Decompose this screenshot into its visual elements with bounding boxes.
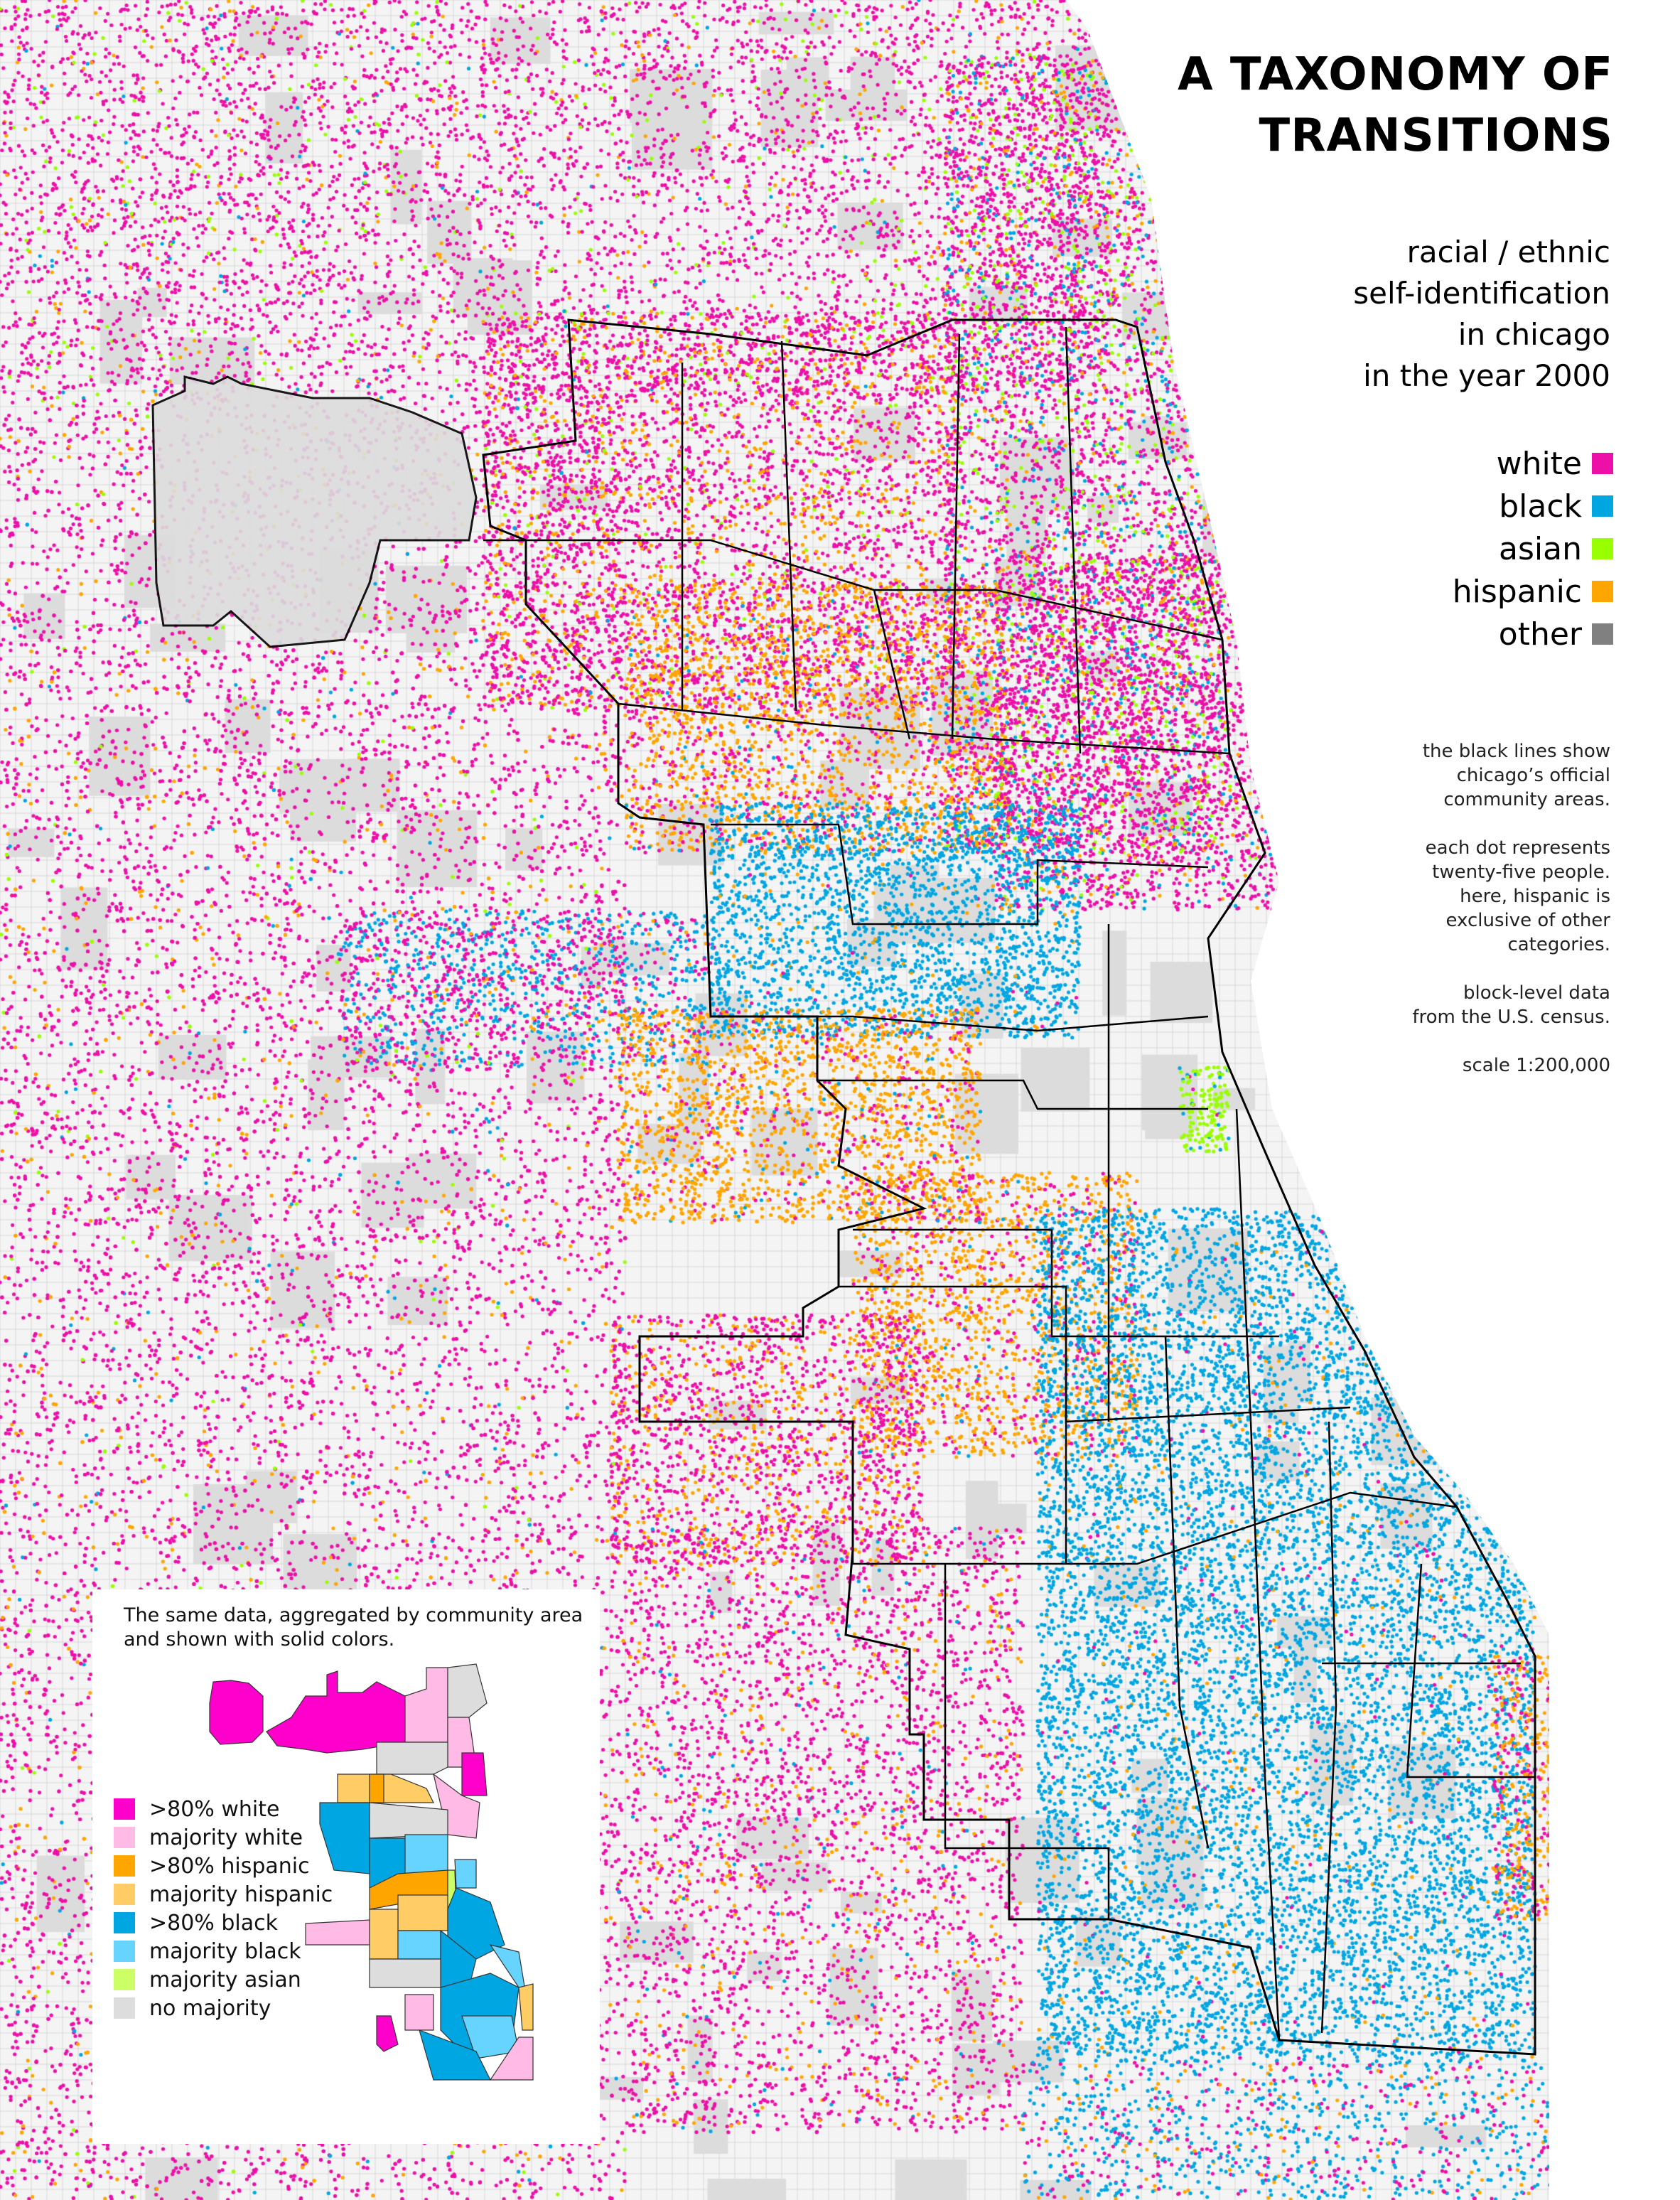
inset-choropleth-map — [209, 1663, 534, 2081]
inset-legend-label: >80% hispanic — [149, 1853, 310, 1879]
note-scale: scale 1:200,000 — [1462, 1055, 1610, 1076]
map-subtitle: racial / ethnic self-identification in c… — [1353, 232, 1610, 397]
inset-legend-label: >80% white — [149, 1796, 280, 1822]
dot-legend: white black asian hispanic other — [1453, 442, 1613, 655]
swatch-over80-black — [114, 1912, 135, 1933]
inset-legend-item: >80% white — [114, 1795, 333, 1823]
note-dot-value: each dot represents twenty-five people. … — [1425, 837, 1610, 955]
inset-legend-label: majority white — [149, 1825, 303, 1850]
subtitle-line: racial / ethnic — [1406, 235, 1610, 269]
legend-swatch-other — [1592, 623, 1613, 645]
legend-label: white — [1496, 445, 1582, 482]
map-title: A TAXONOMY OF TRANSITIONS — [1178, 44, 1613, 166]
inset-legend-label: no majority — [149, 1995, 271, 2021]
inset-legend-item: majority asian — [114, 1965, 333, 1994]
legend-item-black: black — [1453, 485, 1613, 527]
map-notes: the black lines show chicago’s official … — [1412, 739, 1610, 1102]
swatch-majority-hispanic — [114, 1884, 135, 1905]
swatch-majority-asian — [114, 1969, 135, 1990]
legend-item-hispanic: hispanic — [1453, 570, 1613, 613]
subtitle-line: self-identification — [1353, 276, 1610, 311]
swatch-over80-hispanic — [114, 1855, 135, 1877]
inset-legend: >80% white majority white >80% hispanic … — [114, 1795, 333, 2022]
legend-item-other: other — [1453, 613, 1613, 655]
legend-swatch-asian — [1592, 538, 1613, 559]
title-line-1: A TAXONOMY OF — [1178, 48, 1613, 101]
legend-item-asian: asian — [1453, 527, 1613, 570]
legend-label: hispanic — [1452, 573, 1582, 610]
swatch-majority-white — [114, 1827, 135, 1848]
note-boundaries: the black lines show chicago’s official … — [1422, 741, 1610, 810]
swatch-over80-white — [114, 1798, 135, 1820]
inset-legend-label: majority asian — [149, 1967, 301, 1992]
inset-caption: The same data, aggregated by community a… — [124, 1604, 583, 1651]
inset-legend-item: >80% black — [114, 1909, 333, 1937]
inset-legend-label: >80% black — [149, 1910, 278, 1936]
legend-label: black — [1499, 488, 1582, 525]
inset-legend-item: >80% hispanic — [114, 1852, 333, 1880]
inset-legend-item: no majority — [114, 1994, 333, 2022]
inset-legend-item: majority hispanic — [114, 1880, 333, 1909]
subtitle-line: in chicago — [1458, 317, 1610, 352]
inset-legend-item: majority black — [114, 1937, 333, 1965]
inset-legend-label: majority black — [149, 1938, 301, 1964]
swatch-majority-black — [114, 1941, 135, 1962]
legend-item-white: white — [1453, 442, 1613, 485]
legend-swatch-white — [1592, 453, 1613, 474]
legend-label: other — [1498, 616, 1582, 653]
subtitle-line: in the year 2000 — [1363, 358, 1610, 393]
note-source: block-level data from the U.S. census. — [1412, 982, 1610, 1028]
swatch-no-majority — [114, 1997, 135, 2019]
title-line-2: TRANSITIONS — [1259, 109, 1613, 162]
legend-swatch-hispanic — [1592, 581, 1613, 602]
inset-legend-item: majority white — [114, 1823, 333, 1852]
legend-swatch-black — [1592, 495, 1613, 517]
legend-label: asian — [1499, 530, 1582, 567]
inset-legend-label: majority hispanic — [149, 1882, 333, 1907]
inset-choropleth-panel: The same data, aggregated by community a… — [92, 1589, 600, 2144]
